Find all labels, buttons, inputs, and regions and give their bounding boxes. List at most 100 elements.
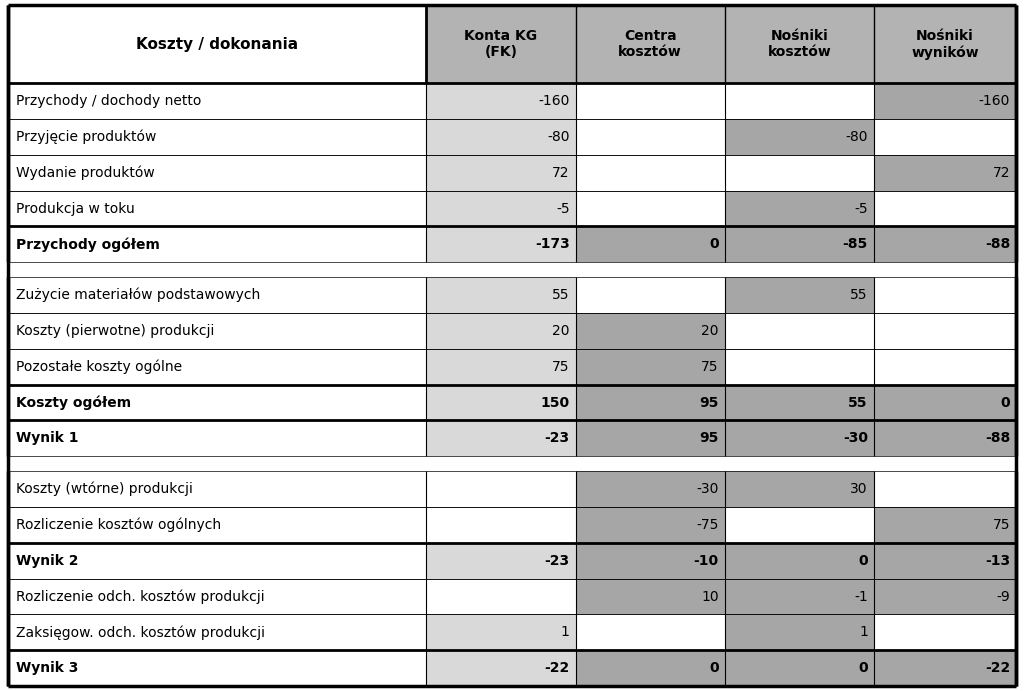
Text: 1: 1 <box>560 625 569 639</box>
Bar <box>873 578 1016 614</box>
Text: 1: 1 <box>859 625 868 639</box>
Text: Wydanie produktów: Wydanie produktów <box>16 166 155 180</box>
Text: -160: -160 <box>979 94 1010 108</box>
Text: 75: 75 <box>701 360 719 374</box>
Bar <box>426 227 575 263</box>
Bar <box>8 155 426 191</box>
Text: Przychody / dochody netto: Przychody / dochody netto <box>16 94 202 108</box>
Bar <box>725 614 873 650</box>
Bar <box>426 277 575 313</box>
Text: Koszty (pierwotne) produkcji: Koszty (pierwotne) produkcji <box>16 324 214 338</box>
Text: 20: 20 <box>701 324 719 338</box>
Bar <box>426 5 575 84</box>
Text: 55: 55 <box>850 288 868 302</box>
Bar <box>8 349 426 385</box>
Text: -85: -85 <box>843 238 868 252</box>
Bar <box>725 420 873 456</box>
Bar <box>8 507 426 543</box>
Bar <box>575 650 725 686</box>
Text: 95: 95 <box>699 395 719 410</box>
Text: 0: 0 <box>709 238 719 252</box>
Text: -1: -1 <box>854 589 868 603</box>
Text: 55: 55 <box>848 395 868 410</box>
Text: 75: 75 <box>992 518 1010 532</box>
Bar <box>575 313 725 349</box>
Bar <box>8 471 426 507</box>
Text: -13: -13 <box>985 553 1010 568</box>
Text: -30: -30 <box>843 431 868 446</box>
Bar <box>8 191 426 227</box>
Text: -23: -23 <box>545 431 569 446</box>
Text: 150: 150 <box>541 395 569 410</box>
Bar <box>725 5 873 84</box>
Bar <box>725 578 873 614</box>
Text: -30: -30 <box>696 482 719 496</box>
Bar <box>725 471 873 507</box>
Bar <box>8 385 426 420</box>
Bar <box>725 650 873 686</box>
Text: 30: 30 <box>850 482 868 496</box>
Text: Rozliczenie odch. kosztów produkcji: Rozliczenie odch. kosztów produkcji <box>16 589 264 604</box>
Bar <box>426 614 575 650</box>
Text: Nośniki
wyników: Nośniki wyników <box>911 29 979 59</box>
Bar <box>426 385 575 420</box>
Text: 75: 75 <box>552 360 569 374</box>
Text: 0: 0 <box>709 661 719 675</box>
Bar <box>8 227 426 263</box>
Bar <box>8 119 426 155</box>
Bar <box>575 420 725 456</box>
Text: Przyjęcie produktów: Przyjęcie produktów <box>16 130 157 144</box>
Bar <box>8 420 426 456</box>
Text: -22: -22 <box>544 661 569 675</box>
Bar <box>873 84 1016 119</box>
Bar <box>575 227 725 263</box>
Text: Wynik 1: Wynik 1 <box>16 431 79 446</box>
Text: Zaksięgow. odch. kosztów produkcji: Zaksięgow. odch. kosztów produkcji <box>16 625 265 640</box>
Bar <box>426 650 575 686</box>
Text: Rozliczenie kosztów ogólnych: Rozliczenie kosztów ogólnych <box>16 518 221 532</box>
Bar <box>8 277 426 313</box>
Bar <box>873 507 1016 543</box>
Bar <box>725 543 873 578</box>
Text: -22: -22 <box>985 661 1010 675</box>
Bar <box>8 614 426 650</box>
Text: -9: -9 <box>996 589 1010 603</box>
Text: 72: 72 <box>992 166 1010 180</box>
Bar <box>575 349 725 385</box>
Bar <box>426 349 575 385</box>
Bar <box>873 5 1016 84</box>
Bar <box>426 191 575 227</box>
Bar <box>426 420 575 456</box>
Text: Koszty / dokonania: Koszty / dokonania <box>136 37 298 52</box>
Text: -80: -80 <box>846 130 868 144</box>
Bar <box>8 5 426 84</box>
Bar <box>426 84 575 119</box>
Bar <box>8 650 426 686</box>
Bar <box>426 543 575 578</box>
Bar <box>725 385 873 420</box>
Bar <box>8 578 426 614</box>
Text: 72: 72 <box>552 166 569 180</box>
Bar <box>873 227 1016 263</box>
Text: Pozostałe koszty ogólne: Pozostałe koszty ogólne <box>16 359 182 374</box>
Bar <box>873 650 1016 686</box>
Text: 10: 10 <box>701 589 719 603</box>
Text: Centra
kosztów: Centra kosztów <box>618 29 682 59</box>
Bar <box>8 84 426 119</box>
Text: Wynik 3: Wynik 3 <box>16 661 79 675</box>
Bar <box>575 507 725 543</box>
Bar <box>873 385 1016 420</box>
Bar <box>873 420 1016 456</box>
Bar <box>725 119 873 155</box>
Bar <box>725 277 873 313</box>
Bar <box>426 119 575 155</box>
Bar <box>873 543 1016 578</box>
Text: -88: -88 <box>985 431 1010 446</box>
Text: Wynik 2: Wynik 2 <box>16 553 79 568</box>
Text: Produkcja w toku: Produkcja w toku <box>16 202 135 216</box>
Bar <box>873 155 1016 191</box>
Text: -88: -88 <box>985 238 1010 252</box>
Text: Przychody ogółem: Przychody ogółem <box>16 237 160 252</box>
Text: 0: 0 <box>1000 395 1010 410</box>
Bar <box>8 313 426 349</box>
